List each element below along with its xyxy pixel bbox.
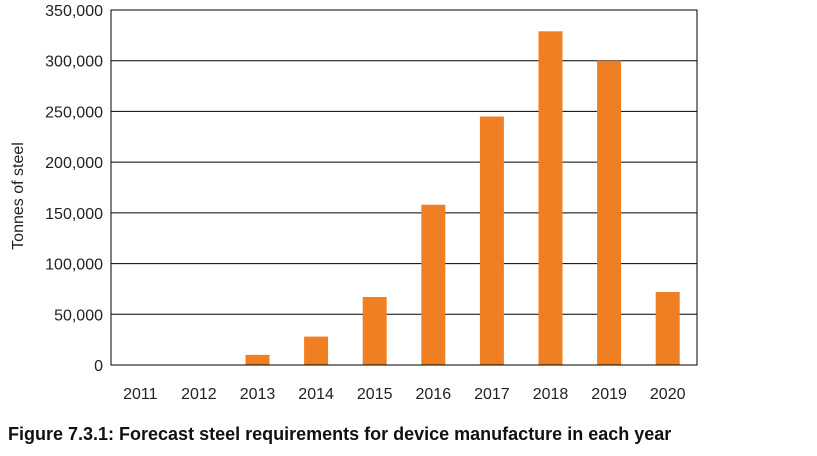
y-tick-labels: 0 50,000 100,000 150,000 200,000 250,000 300,0…: [45, 3, 103, 375]
gridlines: [111, 9, 697, 366]
bar-2019: [597, 60, 622, 365]
bar-chart: 0 50,000 100,000 150,000 200,000 250,000 300,0…: [10, 3, 698, 403]
y-tick-label: 250,000: [45, 104, 103, 121]
y-tick-label: 100,000: [45, 257, 103, 274]
x-tick-label: 2014: [298, 386, 334, 403]
x-tick-label: 2016: [416, 386, 452, 403]
bars: [245, 31, 680, 366]
y-tick-label: 50,000: [54, 307, 103, 324]
bar-2020: [655, 291, 680, 365]
x-tick-labels: 2011 2012 2013 2014 2015 2016 2017 2018 2019 2020: [123, 386, 686, 403]
plot-frame: [110, 9, 698, 366]
x-tick-label: 2013: [240, 386, 276, 403]
x-tick-label: 2017: [474, 386, 510, 403]
bar-2018: [538, 31, 563, 366]
bar-2017: [479, 116, 504, 365]
figure-caption: Figure 7.3.1: Forecast steel requirement…: [8, 424, 672, 444]
y-tick-label: 350,000: [45, 3, 103, 20]
x-tick-label: 2015: [357, 386, 393, 403]
y-tick-label: 200,000: [45, 155, 103, 172]
y-tick-label: 0: [94, 358, 103, 375]
y-axis-label: Tonnes of steel: [10, 142, 27, 250]
y-tick-label: 150,000: [45, 206, 103, 223]
y-tick-label: 300,000: [45, 54, 103, 71]
bar-2015: [362, 297, 387, 365]
x-tick-label: 2020: [650, 386, 686, 403]
bar-2016: [421, 204, 446, 365]
x-tick-label: 2012: [181, 386, 217, 403]
bar-2014: [304, 336, 329, 365]
x-tick-label: 2018: [533, 386, 569, 403]
x-tick-label: 2011: [123, 386, 158, 403]
x-tick-label: 2019: [591, 386, 627, 403]
bar-2013: [245, 354, 270, 365]
